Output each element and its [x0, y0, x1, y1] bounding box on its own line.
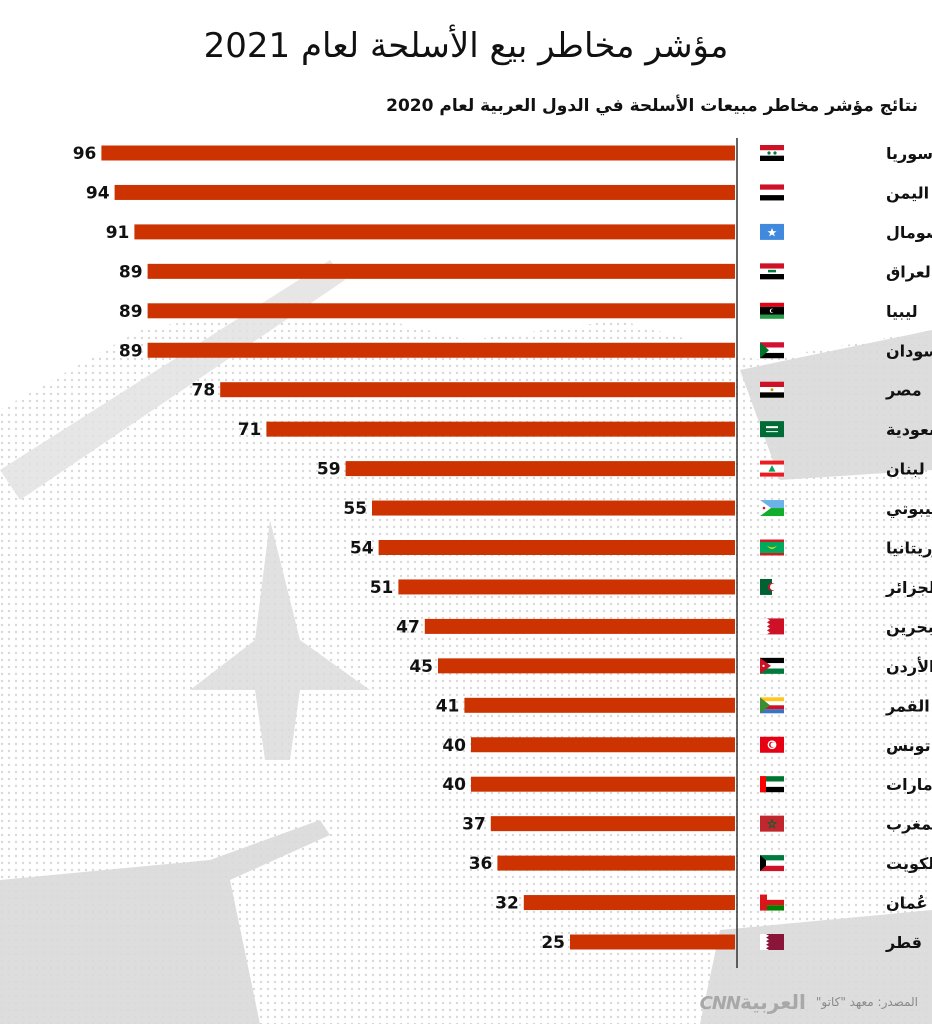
bar — [378, 540, 735, 555]
bar — [134, 224, 735, 240]
bar — [147, 263, 736, 279]
country-label: العراق — [886, 262, 932, 281]
jet-silhouette — [190, 520, 370, 760]
value-label: 47 — [396, 617, 420, 637]
bar — [114, 184, 736, 200]
alarabiya-cnn-logo: العربيةCNN — [699, 990, 807, 1014]
country-label: عُمان — [886, 894, 927, 913]
algeria-flag-icon — [760, 578, 784, 595]
country-label: الكويت — [886, 854, 932, 873]
bar — [101, 145, 735, 161]
country-label: قطر — [885, 933, 922, 952]
country-label: الإمارات — [886, 775, 932, 794]
lebanon-flag-icon — [760, 460, 784, 477]
value-label: 89 — [119, 341, 143, 361]
value-label: 91 — [106, 223, 130, 243]
mauritania-flag-icon — [760, 539, 784, 556]
value-label: 41 — [436, 696, 460, 716]
country-label: ليبيا — [886, 302, 918, 321]
bar — [523, 895, 735, 911]
bar — [471, 776, 735, 792]
country-label: الصومال — [886, 223, 932, 242]
bar — [424, 618, 735, 634]
country-label: الأردن — [886, 657, 932, 676]
bar — [471, 737, 735, 753]
bar — [398, 579, 735, 595]
value-label: 37 — [462, 815, 486, 835]
value-label: 71 — [238, 420, 262, 440]
libya-flag-icon — [760, 302, 784, 319]
bahrain-flag-icon — [760, 618, 784, 635]
footer: المصدر: معهد "كاتو" العربيةCNN — [700, 990, 918, 1014]
bar — [438, 658, 735, 674]
chart-title: مؤشر مخاطر بيع الأسلحة لعام 2021 — [203, 26, 729, 66]
country-label: اليمن — [886, 183, 929, 202]
country-label: الجزائر — [885, 578, 932, 597]
syria-flag-icon — [760, 145, 784, 161]
country-label: المغرب — [886, 815, 932, 834]
country-label: موريتانيا — [886, 539, 932, 558]
tunisia-flag-icon — [760, 736, 784, 753]
value-label: 94 — [86, 183, 110, 203]
value-label: 55 — [343, 499, 367, 519]
value-label: 54 — [350, 539, 374, 559]
bar — [266, 421, 735, 437]
value-label: 51 — [370, 578, 394, 598]
country-label: السودان — [886, 341, 932, 360]
country-label: البحرين — [886, 617, 932, 636]
value-label: 36 — [469, 854, 493, 874]
country-label: جيبوتي — [886, 499, 932, 519]
value-label: 25 — [541, 933, 565, 953]
source-note: المصدر: معهد "كاتو" — [815, 995, 918, 1009]
saudi-flag-icon — [760, 421, 784, 438]
egypt-flag-icon — [760, 381, 784, 398]
bar — [147, 342, 736, 358]
bar — [220, 382, 735, 398]
value-label: 40 — [442, 736, 466, 756]
chart-subtitle: نتائج مؤشر مخاطر مبيعات الأسلحة في الدول… — [386, 96, 918, 116]
bar — [464, 697, 735, 713]
country-label: السعودية — [886, 420, 932, 439]
qatar-flag-icon — [760, 934, 784, 950]
yemen-flag-icon — [760, 184, 784, 201]
iraq-flag-icon — [760, 263, 784, 280]
country-label: سوريا — [886, 144, 932, 163]
tank-silhouette — [0, 330, 932, 1024]
djibouti-flag-icon — [760, 500, 784, 517]
country-label: جزر القمر — [885, 696, 932, 715]
bar — [570, 934, 735, 950]
kuwait-flag-icon — [760, 855, 784, 872]
bar — [490, 816, 735, 832]
bar — [372, 500, 735, 516]
value-label: 45 — [409, 657, 433, 677]
value-label: 40 — [442, 775, 466, 795]
country-label: تونس — [886, 736, 931, 755]
country-label: مصر — [885, 381, 922, 400]
country-label: لبنان — [886, 460, 925, 479]
value-label: 32 — [495, 894, 519, 914]
jordan-flag-icon — [760, 657, 784, 674]
value-label: 89 — [119, 262, 143, 282]
sudan-flag-icon — [760, 342, 784, 359]
bar — [497, 855, 735, 871]
somalia-flag-icon — [760, 223, 784, 240]
morocco-flag-icon — [760, 815, 784, 832]
bar — [345, 461, 735, 477]
comoros-flag-icon — [760, 697, 784, 714]
oman-flag-icon — [760, 894, 784, 911]
value-label: 96 — [73, 144, 97, 164]
uae-flag-icon — [760, 776, 784, 793]
value-label: 89 — [119, 302, 143, 322]
value-label: 59 — [317, 460, 341, 480]
missile-silhouette — [0, 260, 345, 500]
value-label: 78 — [192, 381, 216, 401]
bar — [147, 303, 736, 319]
